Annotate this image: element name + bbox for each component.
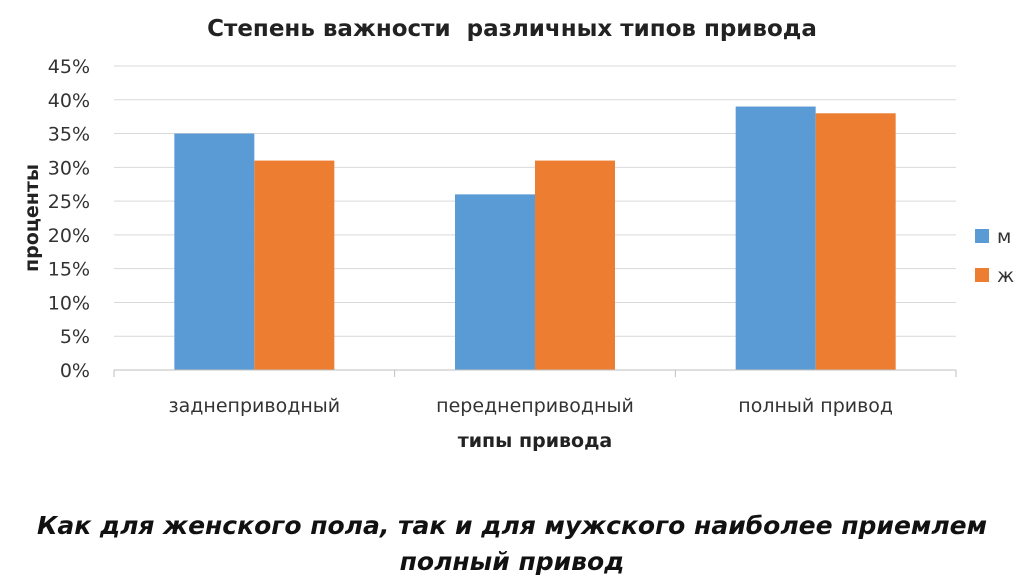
bar-zh [535, 160, 615, 370]
caption-line-2: полный привод [399, 547, 625, 576]
bars [174, 106, 896, 371]
x-tick-label: заднеприводный [169, 395, 341, 417]
y-tick-label: 15% [48, 259, 90, 281]
x-tick-label: переднеприводный [436, 395, 634, 417]
y-axis-ticks: 0% 5% 10% 15% 20% 25% 30% 35% 40% 45% [48, 56, 90, 382]
legend-label: м [997, 226, 1011, 248]
y-tick-label: 35% [48, 124, 90, 146]
caption-line-1: Как для женского пола, так и для мужског… [36, 511, 988, 540]
y-tick-label: 30% [48, 157, 90, 179]
x-axis-ticks: заднеприводный переднеприводный полный при… [169, 395, 894, 417]
bar-m [455, 194, 535, 370]
bar-zh [815, 113, 896, 371]
bar-m [174, 133, 255, 370]
x-axis [113, 369, 957, 377]
x-tick-label: полный привод [738, 395, 893, 417]
bar-chart: Степень важности различных типов привода… [21, 16, 1014, 452]
x-axis-label: типы привода [458, 430, 613, 452]
legend-swatch [975, 268, 989, 282]
y-tick-label: 0% [60, 360, 90, 382]
y-axis-label: проценты [21, 164, 43, 272]
y-tick-label: 10% [48, 292, 90, 314]
bar-m [735, 106, 816, 371]
legend: мж [975, 226, 1014, 287]
y-tick-label: 5% [60, 326, 90, 348]
legend-label: ж [997, 265, 1014, 287]
y-tick-label: 40% [48, 90, 90, 112]
legend-swatch [975, 229, 989, 243]
y-tick-label: 20% [48, 225, 90, 247]
y-tick-label: 45% [48, 56, 90, 78]
chart-title: Степень важности различных типов привода [207, 16, 817, 42]
bar-zh [254, 160, 335, 370]
y-tick-label: 25% [48, 191, 90, 213]
